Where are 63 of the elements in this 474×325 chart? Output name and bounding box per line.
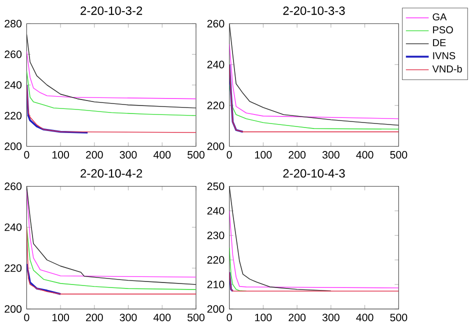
line-series <box>26 70 196 116</box>
y-tick-label: 240 <box>207 60 224 68</box>
legend-label: PSO <box>433 26 453 34</box>
x-tick-label: 0 <box>24 314 30 322</box>
x-tick-label: 200 <box>288 314 306 322</box>
chart-title: 2-20-10-4-2 <box>80 169 142 178</box>
legend-label: DE <box>433 39 446 46</box>
x-tick-label: 100 <box>52 151 70 159</box>
x-tick-label: 500 <box>188 314 204 322</box>
chart-title: 2-20-10-3-3 <box>283 6 345 15</box>
y-tick-label: 230 <box>207 232 224 240</box>
x-tick-label: 400 <box>153 314 171 322</box>
x-tick-label: 200 <box>86 314 103 322</box>
line-series <box>229 84 399 130</box>
y-tick-label: 260 <box>4 182 22 190</box>
y-tick-label: 260 <box>4 50 22 58</box>
legend-label: VND-b <box>432 65 462 72</box>
x-tick-label: 100 <box>52 314 70 322</box>
y-tick-label: 280 <box>4 20 22 28</box>
chart-title: 2-20-10-4-3 <box>283 169 345 178</box>
legend-label: IVNS <box>433 52 456 60</box>
y-tick-label: 200 <box>207 142 224 150</box>
y-tick-label: 240 <box>4 223 22 231</box>
x-tick-label: 0 <box>24 151 30 159</box>
x-tick-label: 200 <box>288 151 306 159</box>
x-tick-label: 300 <box>322 151 340 159</box>
line-series <box>229 64 399 132</box>
x-tick-label: 500 <box>390 151 408 159</box>
x-tick-label: 400 <box>153 151 171 159</box>
x-tick-label: 300 <box>120 151 137 159</box>
y-tick-label: 240 <box>4 81 22 89</box>
y-tick-label: 240 <box>207 207 224 215</box>
line-series <box>26 84 89 134</box>
x-tick-label: 500 <box>390 314 408 322</box>
y-tick-label: 210 <box>207 280 224 288</box>
x-tick-label: 300 <box>322 314 340 322</box>
y-tick-label: 220 <box>207 256 224 264</box>
x-tick-label: 200 <box>86 151 103 159</box>
x-tick-label: 400 <box>356 151 374 159</box>
line-series <box>26 263 62 296</box>
y-tick-label: 220 <box>4 112 22 120</box>
chart-title: 2-20-10-3-2 <box>80 6 142 15</box>
line-series <box>229 210 399 288</box>
line-series <box>229 44 399 120</box>
x-tick-label: 0 <box>226 314 232 322</box>
line-series <box>26 50 196 100</box>
y-tick-label: 220 <box>4 264 22 272</box>
x-tick-label: 400 <box>356 314 374 322</box>
y-tick-label: 260 <box>207 20 224 28</box>
x-tick-label: 100 <box>255 314 272 322</box>
x-tick-label: 300 <box>120 314 137 322</box>
x-tick-label: 0 <box>226 151 232 159</box>
y-tick-label: 200 <box>4 305 22 313</box>
y-tick-label: 200 <box>4 142 22 150</box>
y-tick-label: 200 <box>207 305 224 313</box>
y-tick-label: 220 <box>207 102 224 110</box>
y-tick-label: 250 <box>207 182 224 190</box>
legend-label: GA <box>432 13 447 20</box>
x-tick-label: 500 <box>188 151 204 159</box>
line-series <box>26 34 196 108</box>
line-series <box>229 24 399 126</box>
line-series <box>229 64 244 133</box>
x-tick-label: 100 <box>255 151 272 159</box>
